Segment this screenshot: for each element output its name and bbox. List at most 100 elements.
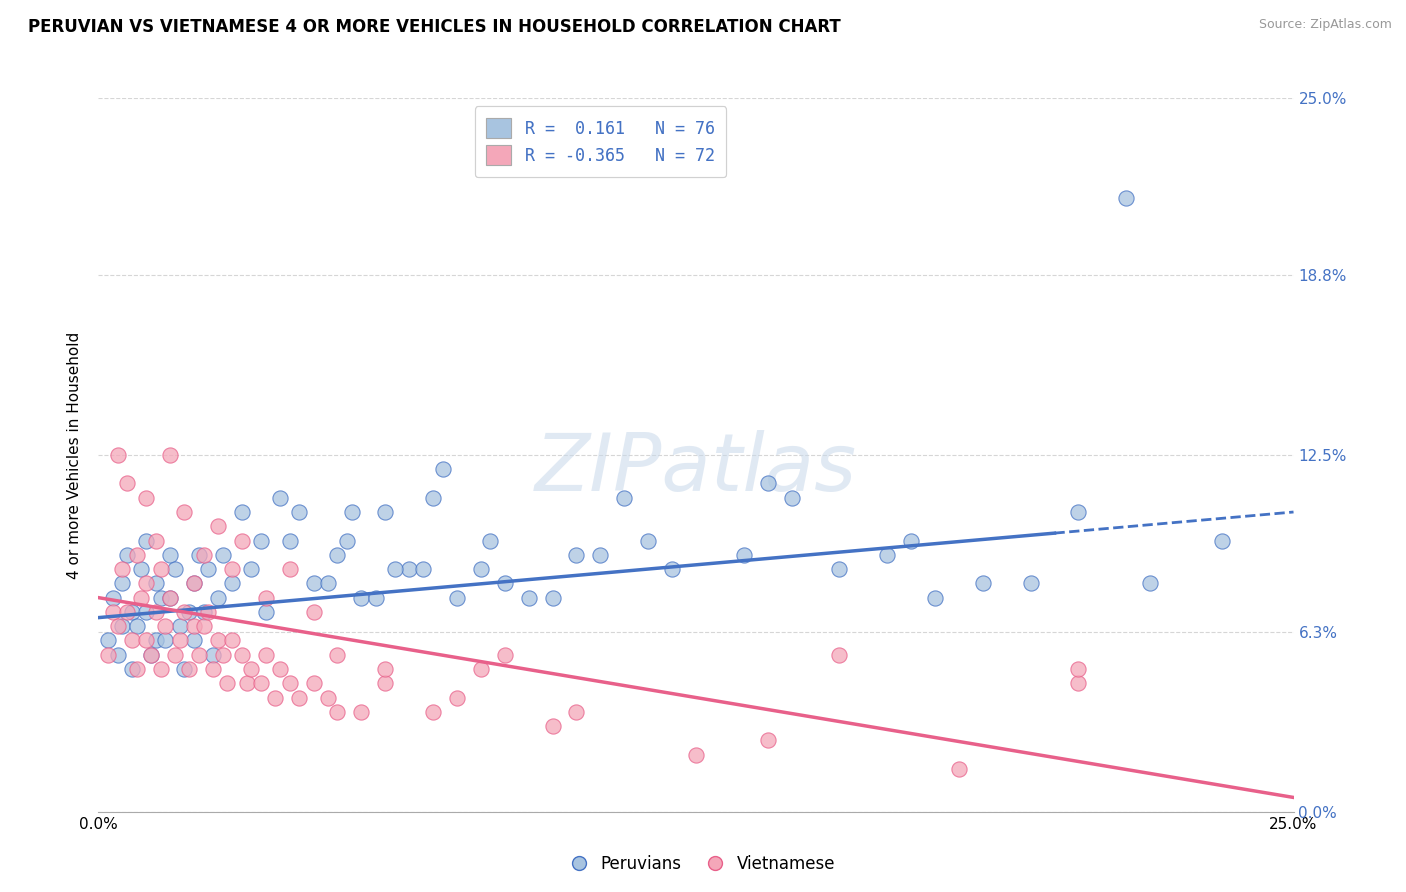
- Point: [145, 605, 167, 619]
- Point: [412, 562, 434, 576]
- Point: [187, 548, 209, 562]
- Point: [155, 619, 177, 633]
- Point: [756, 733, 779, 747]
- Point: [1067, 676, 1090, 690]
- Point: [183, 576, 205, 591]
- Point: [541, 719, 564, 733]
- Point: [302, 605, 325, 619]
- Point: [374, 662, 396, 676]
- Text: ZIPatlas: ZIPatlas: [534, 430, 858, 508]
- Point: [115, 548, 138, 562]
- Point: [193, 619, 215, 633]
- Point: [163, 648, 186, 662]
- Point: [235, 676, 257, 690]
- Point: [169, 619, 191, 633]
- Point: [470, 562, 492, 576]
- Point: [398, 562, 420, 576]
- Point: [187, 648, 209, 662]
- Point: [159, 448, 181, 462]
- Point: [278, 562, 301, 576]
- Point: [211, 548, 233, 562]
- Point: [135, 491, 157, 505]
- Point: [173, 662, 195, 676]
- Point: [173, 605, 195, 619]
- Point: [613, 491, 636, 505]
- Point: [1067, 505, 1090, 519]
- Point: [340, 505, 363, 519]
- Point: [145, 576, 167, 591]
- Point: [159, 591, 181, 605]
- Point: [193, 605, 215, 619]
- Point: [1139, 576, 1161, 591]
- Point: [183, 633, 205, 648]
- Point: [900, 533, 922, 548]
- Point: [240, 662, 263, 676]
- Point: [231, 648, 253, 662]
- Point: [565, 705, 588, 719]
- Point: [288, 505, 311, 519]
- Point: [207, 519, 229, 533]
- Point: [254, 605, 277, 619]
- Point: [254, 591, 277, 605]
- Point: [422, 491, 444, 505]
- Point: [565, 548, 588, 562]
- Point: [121, 605, 143, 619]
- Point: [269, 662, 291, 676]
- Y-axis label: 4 or more Vehicles in Household: 4 or more Vehicles in Household: [67, 331, 83, 579]
- Point: [432, 462, 454, 476]
- Point: [316, 690, 339, 705]
- Point: [661, 562, 683, 576]
- Point: [264, 690, 287, 705]
- Point: [115, 605, 138, 619]
- Point: [326, 548, 349, 562]
- Point: [207, 591, 229, 605]
- Point: [1115, 191, 1137, 205]
- Point: [131, 591, 153, 605]
- Point: [97, 648, 120, 662]
- Point: [302, 676, 325, 690]
- Point: [202, 662, 225, 676]
- Point: [288, 690, 311, 705]
- Point: [159, 548, 181, 562]
- Point: [924, 591, 946, 605]
- Point: [131, 562, 153, 576]
- Point: [446, 690, 468, 705]
- Point: [125, 662, 148, 676]
- Point: [121, 633, 143, 648]
- Point: [780, 491, 803, 505]
- Point: [207, 633, 229, 648]
- Point: [231, 505, 253, 519]
- Point: [316, 576, 339, 591]
- Point: [422, 705, 444, 719]
- Point: [494, 576, 516, 591]
- Point: [384, 562, 406, 576]
- Point: [364, 591, 387, 605]
- Point: [121, 662, 143, 676]
- Point: [107, 448, 129, 462]
- Point: [221, 576, 243, 591]
- Point: [125, 548, 148, 562]
- Point: [221, 633, 243, 648]
- Point: [211, 648, 233, 662]
- Point: [374, 505, 396, 519]
- Point: [541, 591, 564, 605]
- Point: [350, 705, 373, 719]
- Point: [135, 605, 157, 619]
- Point: [111, 562, 134, 576]
- Point: [149, 562, 172, 576]
- Point: [374, 676, 396, 690]
- Point: [107, 648, 129, 662]
- Point: [159, 591, 181, 605]
- Point: [139, 648, 162, 662]
- Point: [169, 633, 191, 648]
- Point: [145, 533, 167, 548]
- Legend: Peruvians, Vietnamese: Peruvians, Vietnamese: [564, 848, 842, 880]
- Point: [1211, 533, 1233, 548]
- Point: [217, 676, 239, 690]
- Point: [278, 676, 301, 690]
- Point: [149, 662, 172, 676]
- Point: [135, 576, 157, 591]
- Point: [111, 576, 134, 591]
- Point: [494, 648, 516, 662]
- Point: [685, 747, 707, 762]
